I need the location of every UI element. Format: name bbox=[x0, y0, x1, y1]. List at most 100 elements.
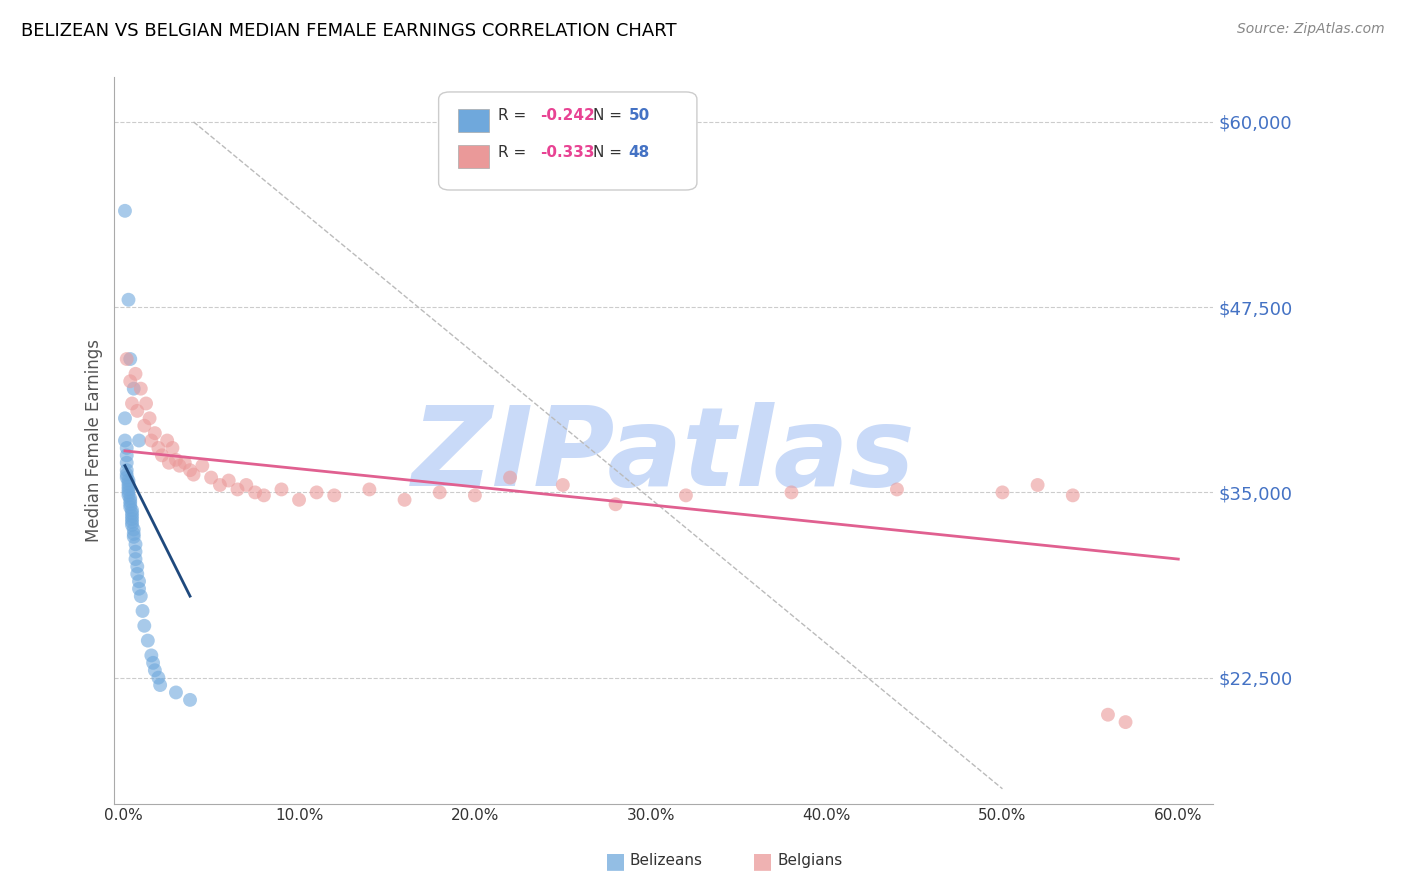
Point bbox=[1026, 478, 1049, 492]
Point bbox=[148, 671, 170, 685]
Point bbox=[270, 483, 292, 497]
Point bbox=[115, 467, 138, 482]
Point bbox=[124, 552, 146, 566]
Text: N =: N = bbox=[592, 145, 627, 160]
Point bbox=[121, 506, 143, 520]
Point bbox=[128, 434, 150, 448]
Point bbox=[141, 434, 163, 448]
Point bbox=[121, 503, 143, 517]
Point bbox=[128, 582, 150, 596]
Point bbox=[191, 458, 214, 473]
Point bbox=[156, 434, 179, 448]
Point bbox=[208, 478, 231, 492]
Point bbox=[499, 470, 522, 484]
Text: Belizeans: Belizeans bbox=[630, 854, 703, 868]
Text: ■: ■ bbox=[752, 851, 773, 871]
Point bbox=[117, 293, 139, 307]
Point bbox=[183, 467, 205, 482]
Point bbox=[179, 693, 201, 707]
Point bbox=[138, 411, 160, 425]
Point bbox=[1115, 715, 1137, 730]
Point bbox=[122, 382, 145, 396]
Point bbox=[121, 518, 143, 533]
Point bbox=[120, 494, 142, 508]
Point bbox=[115, 470, 138, 484]
Point bbox=[117, 485, 139, 500]
Point bbox=[605, 497, 627, 511]
Point bbox=[143, 663, 166, 677]
Point bbox=[115, 448, 138, 462]
Point bbox=[464, 488, 486, 502]
Point bbox=[551, 478, 574, 492]
Point bbox=[127, 566, 149, 581]
Point bbox=[429, 485, 451, 500]
Point bbox=[115, 351, 138, 366]
Point bbox=[122, 530, 145, 544]
Point bbox=[169, 458, 191, 473]
Text: 48: 48 bbox=[628, 145, 650, 160]
Point bbox=[142, 656, 165, 670]
FancyBboxPatch shape bbox=[439, 92, 697, 190]
Point bbox=[1097, 707, 1119, 722]
Point bbox=[305, 485, 328, 500]
Point bbox=[359, 483, 381, 497]
Point bbox=[134, 418, 156, 433]
Text: ■: ■ bbox=[605, 851, 626, 871]
Text: -0.333: -0.333 bbox=[540, 145, 595, 160]
Point bbox=[121, 509, 143, 524]
Point bbox=[127, 559, 149, 574]
Point bbox=[162, 441, 184, 455]
Point bbox=[131, 604, 153, 618]
Point bbox=[173, 456, 195, 470]
Point bbox=[120, 351, 142, 366]
Text: N =: N = bbox=[592, 108, 627, 123]
Point bbox=[323, 488, 346, 502]
Point bbox=[121, 515, 143, 529]
Point bbox=[124, 544, 146, 558]
Point bbox=[114, 434, 136, 448]
Point bbox=[129, 382, 152, 396]
Point bbox=[218, 474, 240, 488]
Point bbox=[117, 488, 139, 502]
Text: 50: 50 bbox=[628, 108, 650, 123]
Point bbox=[117, 476, 139, 491]
Point bbox=[127, 404, 149, 418]
Point bbox=[122, 527, 145, 541]
Point bbox=[120, 491, 142, 506]
Point bbox=[120, 374, 142, 388]
Point bbox=[150, 448, 173, 462]
Point bbox=[235, 478, 257, 492]
Point bbox=[122, 523, 145, 537]
Text: BELIZEAN VS BELGIAN MEDIAN FEMALE EARNINGS CORRELATION CHART: BELIZEAN VS BELGIAN MEDIAN FEMALE EARNIN… bbox=[21, 22, 676, 40]
Point bbox=[148, 441, 170, 455]
Point bbox=[179, 463, 201, 477]
Point bbox=[780, 485, 803, 500]
Point bbox=[120, 500, 142, 515]
Text: ZIPatlas: ZIPatlas bbox=[412, 401, 915, 508]
FancyBboxPatch shape bbox=[458, 145, 489, 169]
Point bbox=[120, 497, 142, 511]
Point bbox=[135, 396, 157, 410]
Point bbox=[121, 396, 143, 410]
Point bbox=[157, 456, 180, 470]
Point bbox=[165, 452, 187, 467]
Point bbox=[886, 483, 908, 497]
Point bbox=[115, 463, 138, 477]
Point bbox=[115, 441, 138, 455]
Point bbox=[121, 512, 143, 526]
Point bbox=[129, 589, 152, 603]
Point bbox=[117, 483, 139, 497]
Point bbox=[117, 479, 139, 493]
Point bbox=[675, 488, 697, 502]
Point bbox=[134, 619, 156, 633]
FancyBboxPatch shape bbox=[458, 109, 489, 132]
Point bbox=[288, 492, 311, 507]
Point bbox=[200, 470, 222, 484]
Point bbox=[124, 537, 146, 551]
Point bbox=[394, 492, 416, 507]
Point bbox=[124, 367, 146, 381]
Point bbox=[141, 648, 163, 663]
Text: Belgians: Belgians bbox=[778, 854, 842, 868]
Text: R =: R = bbox=[498, 108, 531, 123]
Point bbox=[128, 574, 150, 589]
